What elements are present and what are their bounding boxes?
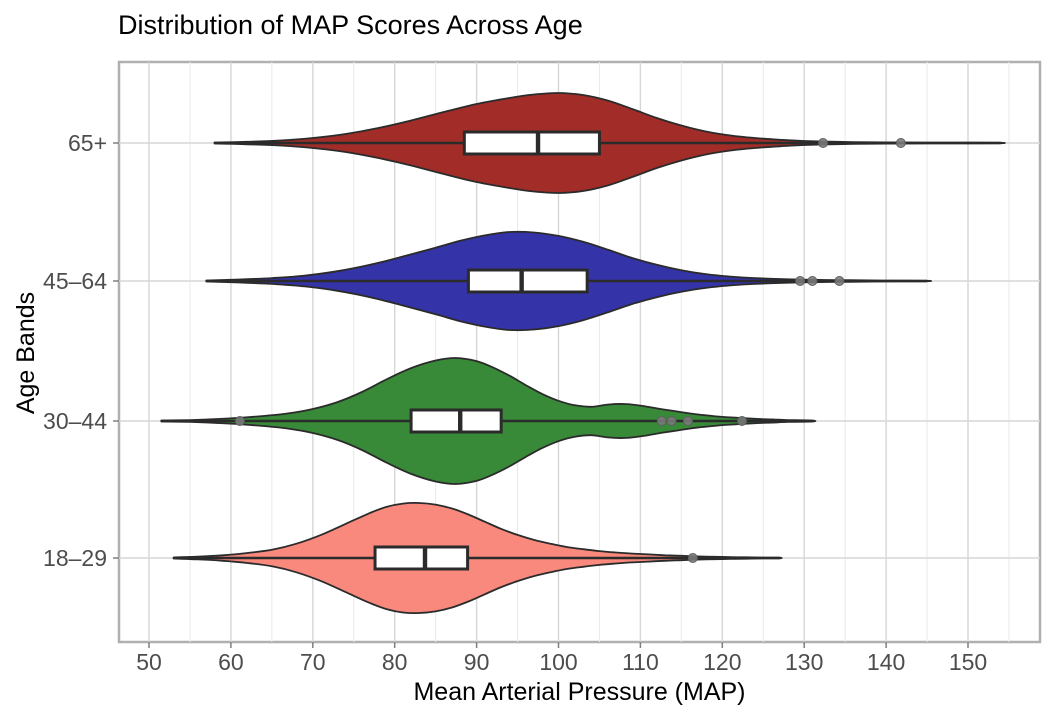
y-tick-label: 45–64 <box>43 268 107 294</box>
median-2 <box>519 270 524 292</box>
x-tick-label: 130 <box>785 649 823 675</box>
y-tick-label: 65+ <box>68 130 107 156</box>
outlier-point <box>895 138 906 148</box>
x-tick-label: 110 <box>622 649 659 675</box>
x-tick-label: 80 <box>382 649 408 675</box>
x-tick-label: 120 <box>703 649 741 675</box>
x-tick-label: 100 <box>539 649 577 675</box>
box-3 <box>409 408 503 434</box>
box-2 <box>466 268 589 294</box>
x-tick-label: 50 <box>136 649 162 675</box>
outlier-point <box>666 416 677 426</box>
median-4 <box>422 547 428 569</box>
outlier-point <box>818 138 829 148</box>
outlier-point <box>795 276 806 286</box>
outlier-point <box>807 276 818 286</box>
y-axis-title: Age Bands <box>12 291 40 415</box>
outlier-point <box>736 416 747 426</box>
x-tick-label: 60 <box>218 649 244 675</box>
outlier-point <box>234 416 245 426</box>
x-tick-label: 150 <box>949 649 987 675</box>
x-axis-title: Mean Arterial Pressure (MAP) <box>413 678 746 706</box>
outlier-point <box>834 276 845 286</box>
y-tick-label: 30–44 <box>43 408 107 434</box>
outlier-point <box>656 416 667 426</box>
y-tick-label: 18–29 <box>43 545 107 571</box>
x-tick-label: 90 <box>464 649 490 675</box>
x-tick-label: 70 <box>300 649 326 675</box>
median-1 <box>535 132 541 154</box>
box-1 <box>462 130 601 156</box>
median-3 <box>458 410 463 432</box>
box-4 <box>373 545 470 571</box>
outlier-point <box>682 416 693 426</box>
x-tick-label: 140 <box>867 649 905 675</box>
outlier-point <box>687 553 698 563</box>
chart-title: Distribution of MAP Scores Across Age <box>118 10 583 40</box>
